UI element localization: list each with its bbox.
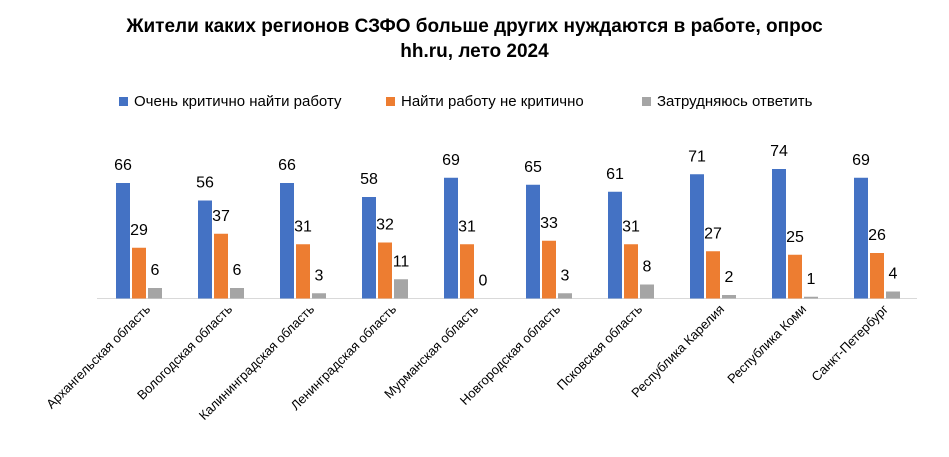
bar-3-7 xyxy=(640,284,654,299)
data-label-2-1: 29 xyxy=(130,222,148,239)
bar-1-2 xyxy=(198,200,212,299)
bar-1-4 xyxy=(362,197,376,299)
bar-1-6 xyxy=(526,184,540,299)
legend-item-critical: Очень критично найти работу xyxy=(119,93,341,110)
data-label-3-1: 6 xyxy=(151,262,160,279)
data-label-2-3: 31 xyxy=(294,218,312,235)
data-label-2-9: 25 xyxy=(786,229,804,246)
bar-3-4 xyxy=(394,279,408,299)
bar-2-2 xyxy=(214,233,228,299)
bar-2-4 xyxy=(378,242,392,299)
bar-3-1 xyxy=(148,288,162,299)
bar-3-10 xyxy=(886,291,900,299)
data-label-3-10: 4 xyxy=(889,266,898,283)
data-label-3-3: 3 xyxy=(315,267,324,284)
data-label-2-7: 31 xyxy=(622,218,640,235)
chart-legend: Очень критично найти работу Найти работу… xyxy=(0,93,949,113)
bar-3-9 xyxy=(804,296,818,299)
bar-3-6 xyxy=(558,293,572,299)
data-label-2-5: 31 xyxy=(458,218,476,235)
bar-2-9 xyxy=(788,254,802,299)
data-label-1-9: 74 xyxy=(770,143,788,160)
data-label-3-7: 8 xyxy=(643,259,652,276)
legend-swatch-hard-to-say xyxy=(642,97,651,106)
legend-label-critical: Очень критично найти работу xyxy=(134,93,342,110)
category-label-9: Республика Коми xyxy=(724,302,809,387)
legend-label-hard-to-say: Затрудняюсь ответить xyxy=(657,93,813,110)
category-label-8: Республика Карелия xyxy=(628,302,727,401)
legend-swatch-critical xyxy=(119,97,128,106)
legend-item-hard-to-say: Затрудняюсь ответить xyxy=(642,93,812,110)
legend-label-not-critical: Найти работу не критично xyxy=(401,93,584,110)
bar-1-1 xyxy=(116,183,130,299)
data-label-2-2: 37 xyxy=(212,208,230,225)
data-label-1-8: 71 xyxy=(688,148,706,165)
chart-title: Жители каких регионов СЗФО больше других… xyxy=(0,14,949,64)
data-label-3-4: 11 xyxy=(393,253,410,270)
data-label-2-6: 33 xyxy=(540,215,558,232)
data-label-1-6: 65 xyxy=(524,159,542,176)
data-label-3-6: 3 xyxy=(561,267,570,284)
bar-2-1 xyxy=(132,247,146,299)
data-label-1-4: 58 xyxy=(360,171,378,188)
bar-1-8 xyxy=(690,174,704,299)
category-label-10: Санкт-Петербург xyxy=(808,301,891,384)
bar-2-3 xyxy=(296,244,310,299)
bar-1-3 xyxy=(280,183,294,299)
bar-2-8 xyxy=(706,251,720,299)
bar-3-8 xyxy=(722,295,736,299)
data-label-2-4: 32 xyxy=(376,217,394,234)
category-label-7: Псковская область xyxy=(554,301,645,392)
data-label-3-9: 1 xyxy=(807,271,816,288)
legend-item-not-critical: Найти работу не критично xyxy=(386,93,584,110)
data-label-1-7: 61 xyxy=(606,166,624,183)
bar-1-9 xyxy=(772,169,786,299)
bar-3-2 xyxy=(230,288,244,299)
bar-1-5 xyxy=(444,177,458,299)
data-label-1-1: 66 xyxy=(114,157,132,174)
data-label-3-5: 0 xyxy=(479,273,488,290)
data-label-1-3: 66 xyxy=(278,157,296,174)
legend-swatch-not-critical xyxy=(386,97,395,106)
bar-2-5 xyxy=(460,244,474,299)
bar-2-6 xyxy=(542,240,556,299)
data-label-3-2: 6 xyxy=(233,262,242,279)
data-label-2-8: 27 xyxy=(704,225,722,242)
bar-3-3 xyxy=(312,293,326,299)
bar-2-7 xyxy=(624,244,638,299)
chart-title-line-1: Жители каких регионов СЗФО больше других… xyxy=(126,16,823,37)
data-label-1-2: 56 xyxy=(196,175,214,192)
bar-1-7 xyxy=(608,191,622,299)
bar-2-10 xyxy=(870,253,884,299)
data-label-1-5: 69 xyxy=(442,152,460,169)
bar-1-10 xyxy=(854,177,868,299)
data-label-2-10: 26 xyxy=(868,227,886,244)
chart-title-line-2: hh.ru, лето 2024 xyxy=(400,41,549,62)
data-label-1-10: 69 xyxy=(852,152,870,169)
data-label-3-8: 2 xyxy=(725,269,734,286)
